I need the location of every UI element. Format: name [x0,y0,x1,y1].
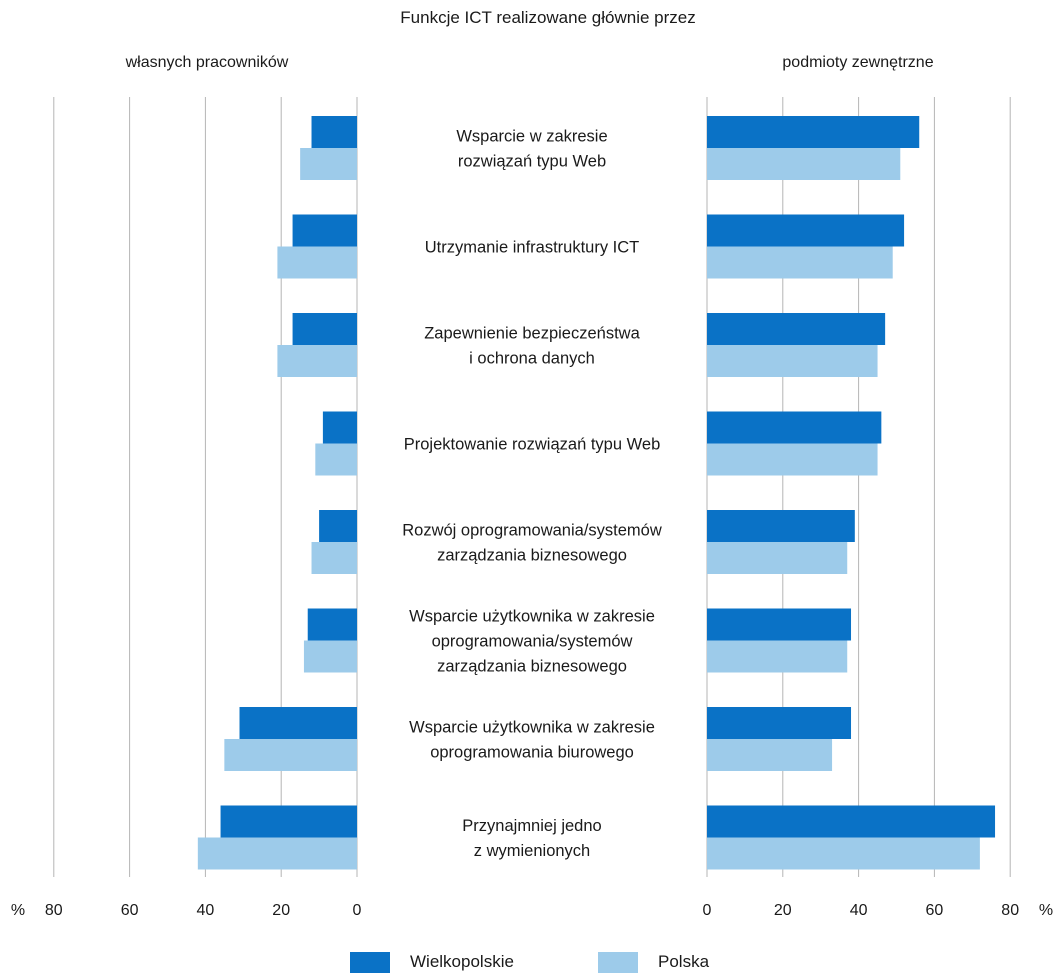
category-label: oprogramowania/systemów [432,633,633,651]
bar-own-polska [311,542,357,574]
bar-own-polska [303,640,357,673]
unit-label-right: % [1039,902,1053,919]
bar-own-wielkopolskie [322,411,357,444]
tick-label-left: 60 [121,902,139,919]
right-panel-label: podmioty zewnętrzne [782,54,933,71]
legend-label-polska: Polska [658,952,710,971]
bar-external-wielkopolskie [707,707,852,739]
category-label: Przynajmniej jedno [462,817,601,835]
bar-own-wielkopolskie [239,707,357,739]
unit-label-left: % [11,902,25,919]
bar-external-wielkopolskie [707,214,905,247]
tick-label-left: 0 [353,902,362,919]
bar-external-polska [707,443,878,476]
bar-external-polska [707,640,848,673]
bar-external-polska [707,837,980,870]
bar-external-polska [707,739,833,771]
category-label: Wsparcie w zakresie [456,128,607,146]
bar-external-polska [707,542,848,574]
tick-label-left: 40 [197,902,215,919]
left-panel-label: własnych pracowników [125,54,289,71]
tick-label-right: 20 [774,902,792,919]
category-label: zarządzania biznesowego [437,547,627,565]
bars [197,116,996,870]
category-label: Zapewnienie bezpieczeństwa [424,325,640,343]
bar-own-polska [197,837,357,870]
category-labels: Wsparcie w zakresie rozwiązań typu Web Utr… [402,128,662,861]
category-label: oprogramowania biurowego [430,744,634,762]
bar-own-wielkopolskie [307,608,357,641]
bar-own-wielkopolskie [311,116,357,148]
category-label: Rozwój oprogramowania/systemów [402,522,662,540]
bar-own-wielkopolskie [220,805,357,838]
bar-own-wielkopolskie [319,510,357,542]
legend: Wielkopolskie Polska [350,952,710,973]
tick-labels: 80 60 40 20 0 0 20 40 60 80%% [11,902,1053,919]
category-label: Wsparcie użytkownika w zakresie [409,719,655,737]
bar-external-wielkopolskie [707,116,920,148]
legend-swatch-wielkopolskie [350,952,390,973]
bar-own-wielkopolskie [292,313,357,345]
legend-label-wielkopolskie: Wielkopolskie [410,952,514,971]
category-label: Utrzymanie infrastruktury ICT [425,239,640,257]
bar-external-wielkopolskie [707,805,996,838]
category-label: rozwiązań typu Web [458,153,606,171]
bar-external-wielkopolskie [707,313,886,345]
tick-label-right: 60 [926,902,944,919]
bar-own-wielkopolskie [292,214,357,247]
bar-external-wielkopolskie [707,510,855,542]
bar-external-polska [707,246,893,279]
category-label: i ochrona danych [469,350,595,368]
category-label: Projektowanie rozwiązań typu Web [404,436,661,454]
category-label: Wsparcie użytkownika w zakresie [409,608,655,626]
bar-own-polska [224,739,357,771]
bar-own-polska [300,148,357,180]
category-label: zarządzania biznesowego [437,658,627,676]
legend-swatch-polska [598,952,638,973]
bar-external-polska [707,148,901,180]
bar-own-polska [277,345,357,377]
bar-own-polska [277,246,357,279]
bar-external-wielkopolskie [707,411,882,444]
bar-external-polska [707,345,878,377]
tick-label-right: 0 [703,902,712,919]
bar-own-polska [315,443,357,476]
bar-external-wielkopolskie [707,608,852,641]
chart-title: Funkcje ICT realizowane głównie przez [400,8,695,27]
tick-label-left: 20 [272,902,290,919]
tick-label-right: 80 [1001,902,1019,919]
category-label: z wymienionych [474,842,590,860]
tick-label-left: 80 [45,902,63,919]
tick-label-right: 40 [850,902,868,919]
